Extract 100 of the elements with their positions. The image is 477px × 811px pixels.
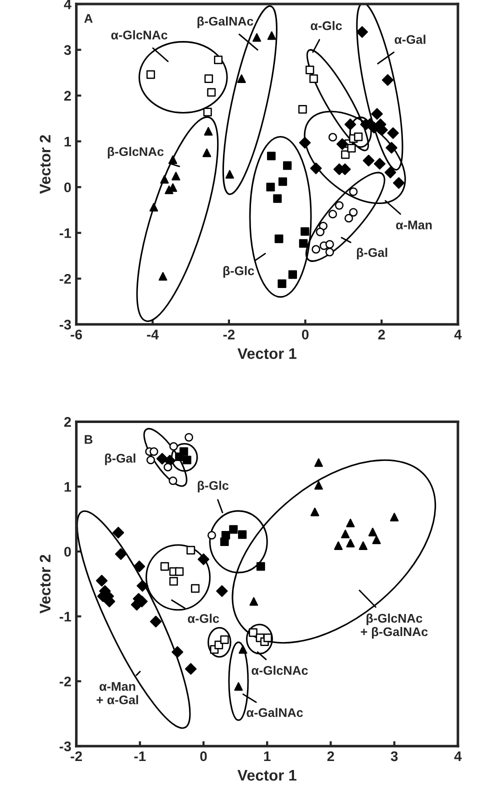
point bbox=[248, 628, 258, 637]
y-tick-label: -1 bbox=[60, 228, 72, 238]
point bbox=[169, 442, 178, 451]
point bbox=[237, 74, 246, 83]
x-tick-label: -2 bbox=[223, 330, 235, 340]
x-tick-label: 4 bbox=[454, 330, 462, 340]
point bbox=[267, 152, 276, 160]
point bbox=[149, 202, 158, 212]
annotation: β-GlcNAc + β-GalNAc bbox=[360, 614, 428, 639]
x-tick-label: -1 bbox=[134, 751, 146, 762]
point bbox=[328, 132, 338, 142]
point bbox=[252, 33, 262, 42]
point bbox=[172, 172, 180, 180]
point bbox=[256, 562, 266, 571]
point bbox=[216, 585, 228, 597]
annotation: β-Gal bbox=[105, 454, 136, 466]
annotation: α-GlcNAc bbox=[252, 666, 308, 675]
x-tick-label: 2 bbox=[378, 330, 385, 340]
y-axis-title: Vector 2 bbox=[40, 554, 51, 614]
point bbox=[158, 272, 168, 281]
annotation: α-Man bbox=[396, 220, 432, 230]
point bbox=[198, 553, 210, 566]
point bbox=[96, 574, 108, 586]
point bbox=[341, 530, 350, 538]
y-tick-label: -1 bbox=[60, 612, 72, 622]
point bbox=[310, 508, 320, 516]
point bbox=[168, 476, 178, 486]
x-tick-label: 0 bbox=[302, 330, 309, 340]
point bbox=[175, 452, 184, 462]
point bbox=[146, 70, 156, 79]
point bbox=[186, 546, 196, 554]
y-tick-label: -3 bbox=[60, 741, 71, 752]
point bbox=[314, 481, 323, 490]
point bbox=[288, 270, 297, 279]
point bbox=[334, 541, 343, 550]
point bbox=[266, 182, 275, 192]
point bbox=[203, 108, 212, 116]
point bbox=[347, 144, 356, 153]
point bbox=[382, 74, 394, 86]
point bbox=[220, 537, 229, 546]
annotation: A bbox=[84, 14, 93, 23]
annotation: α-Glc bbox=[188, 614, 220, 623]
x-tick-label: 4 bbox=[454, 751, 462, 762]
point bbox=[325, 240, 334, 249]
point bbox=[334, 201, 344, 210]
y-tick-label: 3 bbox=[64, 45, 71, 56]
point bbox=[238, 645, 248, 654]
point bbox=[229, 525, 238, 534]
point bbox=[156, 452, 168, 465]
point bbox=[344, 214, 354, 223]
y-tick-label: 0 bbox=[64, 546, 71, 557]
y-tick-label: 1 bbox=[64, 482, 72, 492]
point bbox=[299, 136, 311, 149]
annotation: β-GalNAc bbox=[198, 16, 254, 28]
annotation: β-GlcNAc bbox=[108, 146, 164, 159]
point bbox=[392, 177, 405, 189]
point bbox=[312, 245, 320, 254]
x-tick-label: 1 bbox=[264, 751, 271, 762]
point bbox=[146, 456, 156, 464]
point bbox=[356, 26, 368, 38]
annotation: β-Glc bbox=[223, 266, 254, 278]
point bbox=[204, 126, 213, 136]
annotation: B bbox=[84, 435, 92, 444]
y-axis-title: Vector 2 bbox=[40, 135, 51, 194]
point bbox=[220, 635, 229, 644]
annotation: α-Gal bbox=[394, 34, 426, 44]
point bbox=[150, 616, 162, 628]
point bbox=[202, 148, 212, 158]
annotation: α-Man + α-Gal bbox=[96, 682, 138, 704]
point bbox=[160, 175, 169, 184]
annotation: α-GalNAc bbox=[246, 708, 303, 718]
point bbox=[341, 150, 350, 159]
point bbox=[372, 536, 381, 544]
point bbox=[310, 162, 322, 174]
point bbox=[278, 177, 288, 186]
point bbox=[184, 432, 194, 442]
point bbox=[386, 142, 398, 154]
point bbox=[344, 118, 356, 130]
y-tick-label: 1 bbox=[64, 136, 72, 146]
point bbox=[234, 682, 243, 691]
point bbox=[263, 633, 272, 642]
point bbox=[336, 138, 348, 150]
point bbox=[325, 248, 334, 256]
point bbox=[371, 108, 383, 120]
point bbox=[387, 127, 399, 139]
point bbox=[267, 31, 276, 40]
point bbox=[172, 646, 184, 658]
point bbox=[175, 567, 184, 576]
point bbox=[150, 447, 158, 456]
point bbox=[374, 158, 386, 170]
x-tick-label: 0 bbox=[200, 751, 207, 762]
point bbox=[274, 234, 284, 244]
annotation: α-GlcNAc bbox=[111, 30, 168, 40]
point bbox=[214, 56, 223, 64]
y-tick-label: -2 bbox=[60, 274, 71, 284]
point bbox=[207, 88, 216, 97]
point bbox=[316, 228, 324, 236]
point bbox=[390, 512, 399, 522]
point bbox=[169, 577, 178, 586]
point bbox=[300, 227, 310, 236]
